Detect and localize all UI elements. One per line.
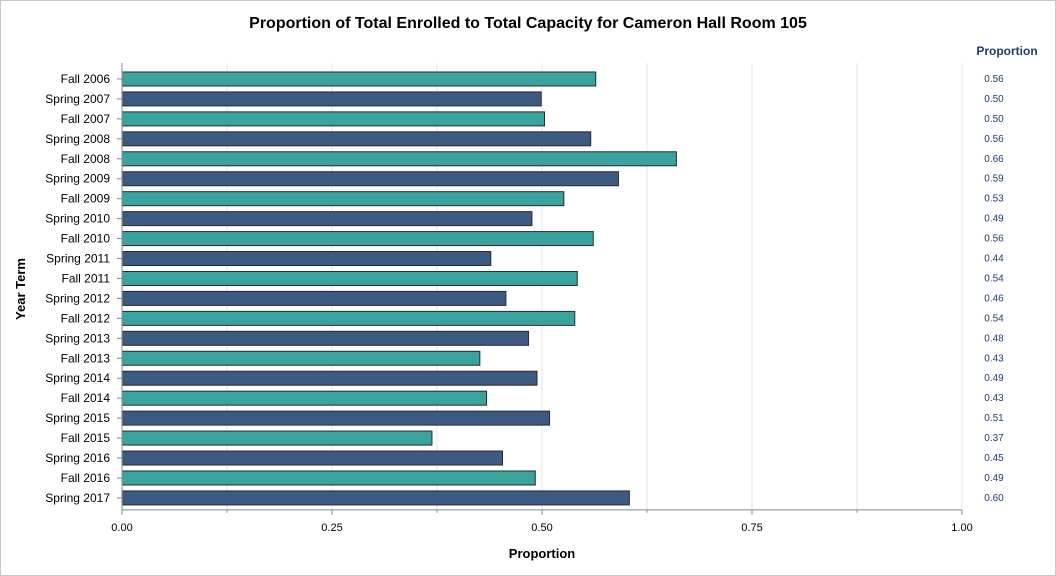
category-label: Fall 2014 — [61, 391, 111, 405]
bar — [121, 91, 542, 107]
bar — [121, 490, 630, 506]
bar — [121, 171, 619, 187]
category-label: Spring 2012 — [45, 291, 110, 305]
value-label: 0.43 — [984, 353, 1004, 364]
value-column-header: Proportion — [976, 44, 1037, 58]
bar — [121, 270, 578, 286]
value-label: 0.50 — [984, 114, 1004, 125]
bar — [121, 131, 592, 147]
value-label: 0.59 — [984, 174, 1004, 185]
bar — [121, 251, 492, 267]
axes: 0.00 0.25 0.50 0.75 1.00 — [111, 63, 973, 534]
value-label: 0.44 — [984, 254, 1004, 265]
value-label: 0.37 — [984, 433, 1004, 444]
category-label: Spring 2009 — [45, 172, 110, 186]
bar — [121, 310, 576, 326]
category-label: Spring 2014 — [45, 371, 110, 385]
bar — [121, 111, 546, 127]
bar — [121, 350, 481, 366]
x-tick-label: 0.50 — [531, 522, 552, 534]
category-label: Spring 2013 — [45, 331, 110, 345]
x-tick-label: 0.75 — [741, 522, 762, 534]
category-label: Spring 2010 — [45, 212, 110, 226]
category-label: Fall 2006 — [61, 72, 111, 86]
bar — [121, 191, 565, 207]
bars — [121, 71, 677, 506]
category-label: Fall 2010 — [61, 232, 111, 246]
category-label: Spring 2015 — [45, 411, 110, 425]
value-label: 0.50 — [984, 94, 1004, 105]
value-label: 0.43 — [984, 393, 1004, 404]
value-label: 0.56 — [984, 234, 1004, 245]
x-tick-label: 1.00 — [951, 522, 972, 534]
bar — [121, 450, 504, 466]
category-label: Fall 2009 — [61, 192, 111, 206]
value-label: 0.54 — [984, 313, 1004, 324]
value-label: 0.51 — [984, 413, 1004, 424]
category-label: Fall 2012 — [61, 311, 111, 325]
value-label: 0.48 — [984, 333, 1004, 344]
bar — [121, 71, 597, 87]
bar — [121, 211, 533, 227]
bar — [121, 390, 488, 406]
category-label: Spring 2011 — [46, 252, 110, 266]
value-label: 0.56 — [984, 134, 1004, 145]
category-label: Fall 2007 — [61, 112, 111, 126]
category-label: Spring 2016 — [45, 451, 110, 465]
category-labels: Fall 2006 Spring 2007 Fall 2007 Spring 2008… — [45, 72, 110, 505]
bar — [121, 470, 536, 486]
category-label: Spring 2008 — [45, 132, 110, 146]
bar — [121, 231, 594, 247]
value-label: 0.66 — [984, 154, 1004, 165]
value-column: 0.56 0.50 0.50 0.56 0.66 0.59 0.53 0.49 0.56 0.44… — [984, 74, 1004, 504]
x-axis-title: Proportion — [509, 546, 575, 561]
bar — [121, 151, 677, 167]
bar — [121, 330, 530, 346]
value-label: 0.60 — [984, 493, 1004, 504]
category-label: Spring 2017 — [45, 491, 110, 505]
y-axis-title: Year Term — [13, 258, 28, 320]
bar — [121, 410, 551, 426]
category-label: Spring 2007 — [45, 92, 110, 106]
value-label: 0.45 — [984, 453, 1004, 464]
bar — [121, 370, 538, 386]
value-label: 0.49 — [984, 214, 1004, 225]
value-label: 0.56 — [984, 74, 1004, 85]
value-label: 0.49 — [984, 473, 1004, 484]
bar — [121, 290, 507, 306]
value-label: 0.53 — [984, 194, 1004, 205]
x-tick-label: 0.00 — [111, 522, 132, 534]
bar — [121, 430, 433, 446]
category-label: Fall 2011 — [62, 271, 111, 285]
chart-title: Proportion of Total Enrolled to Total Ca… — [249, 15, 807, 32]
category-label: Fall 2008 — [61, 152, 111, 166]
category-label: Fall 2015 — [61, 431, 111, 445]
x-tick-label: 0.25 — [321, 522, 342, 534]
value-label: 0.46 — [984, 293, 1004, 304]
category-label: Fall 2016 — [61, 471, 111, 485]
value-label: 0.54 — [984, 273, 1004, 284]
value-label: 0.49 — [984, 373, 1004, 384]
category-label: Fall 2013 — [61, 351, 111, 365]
